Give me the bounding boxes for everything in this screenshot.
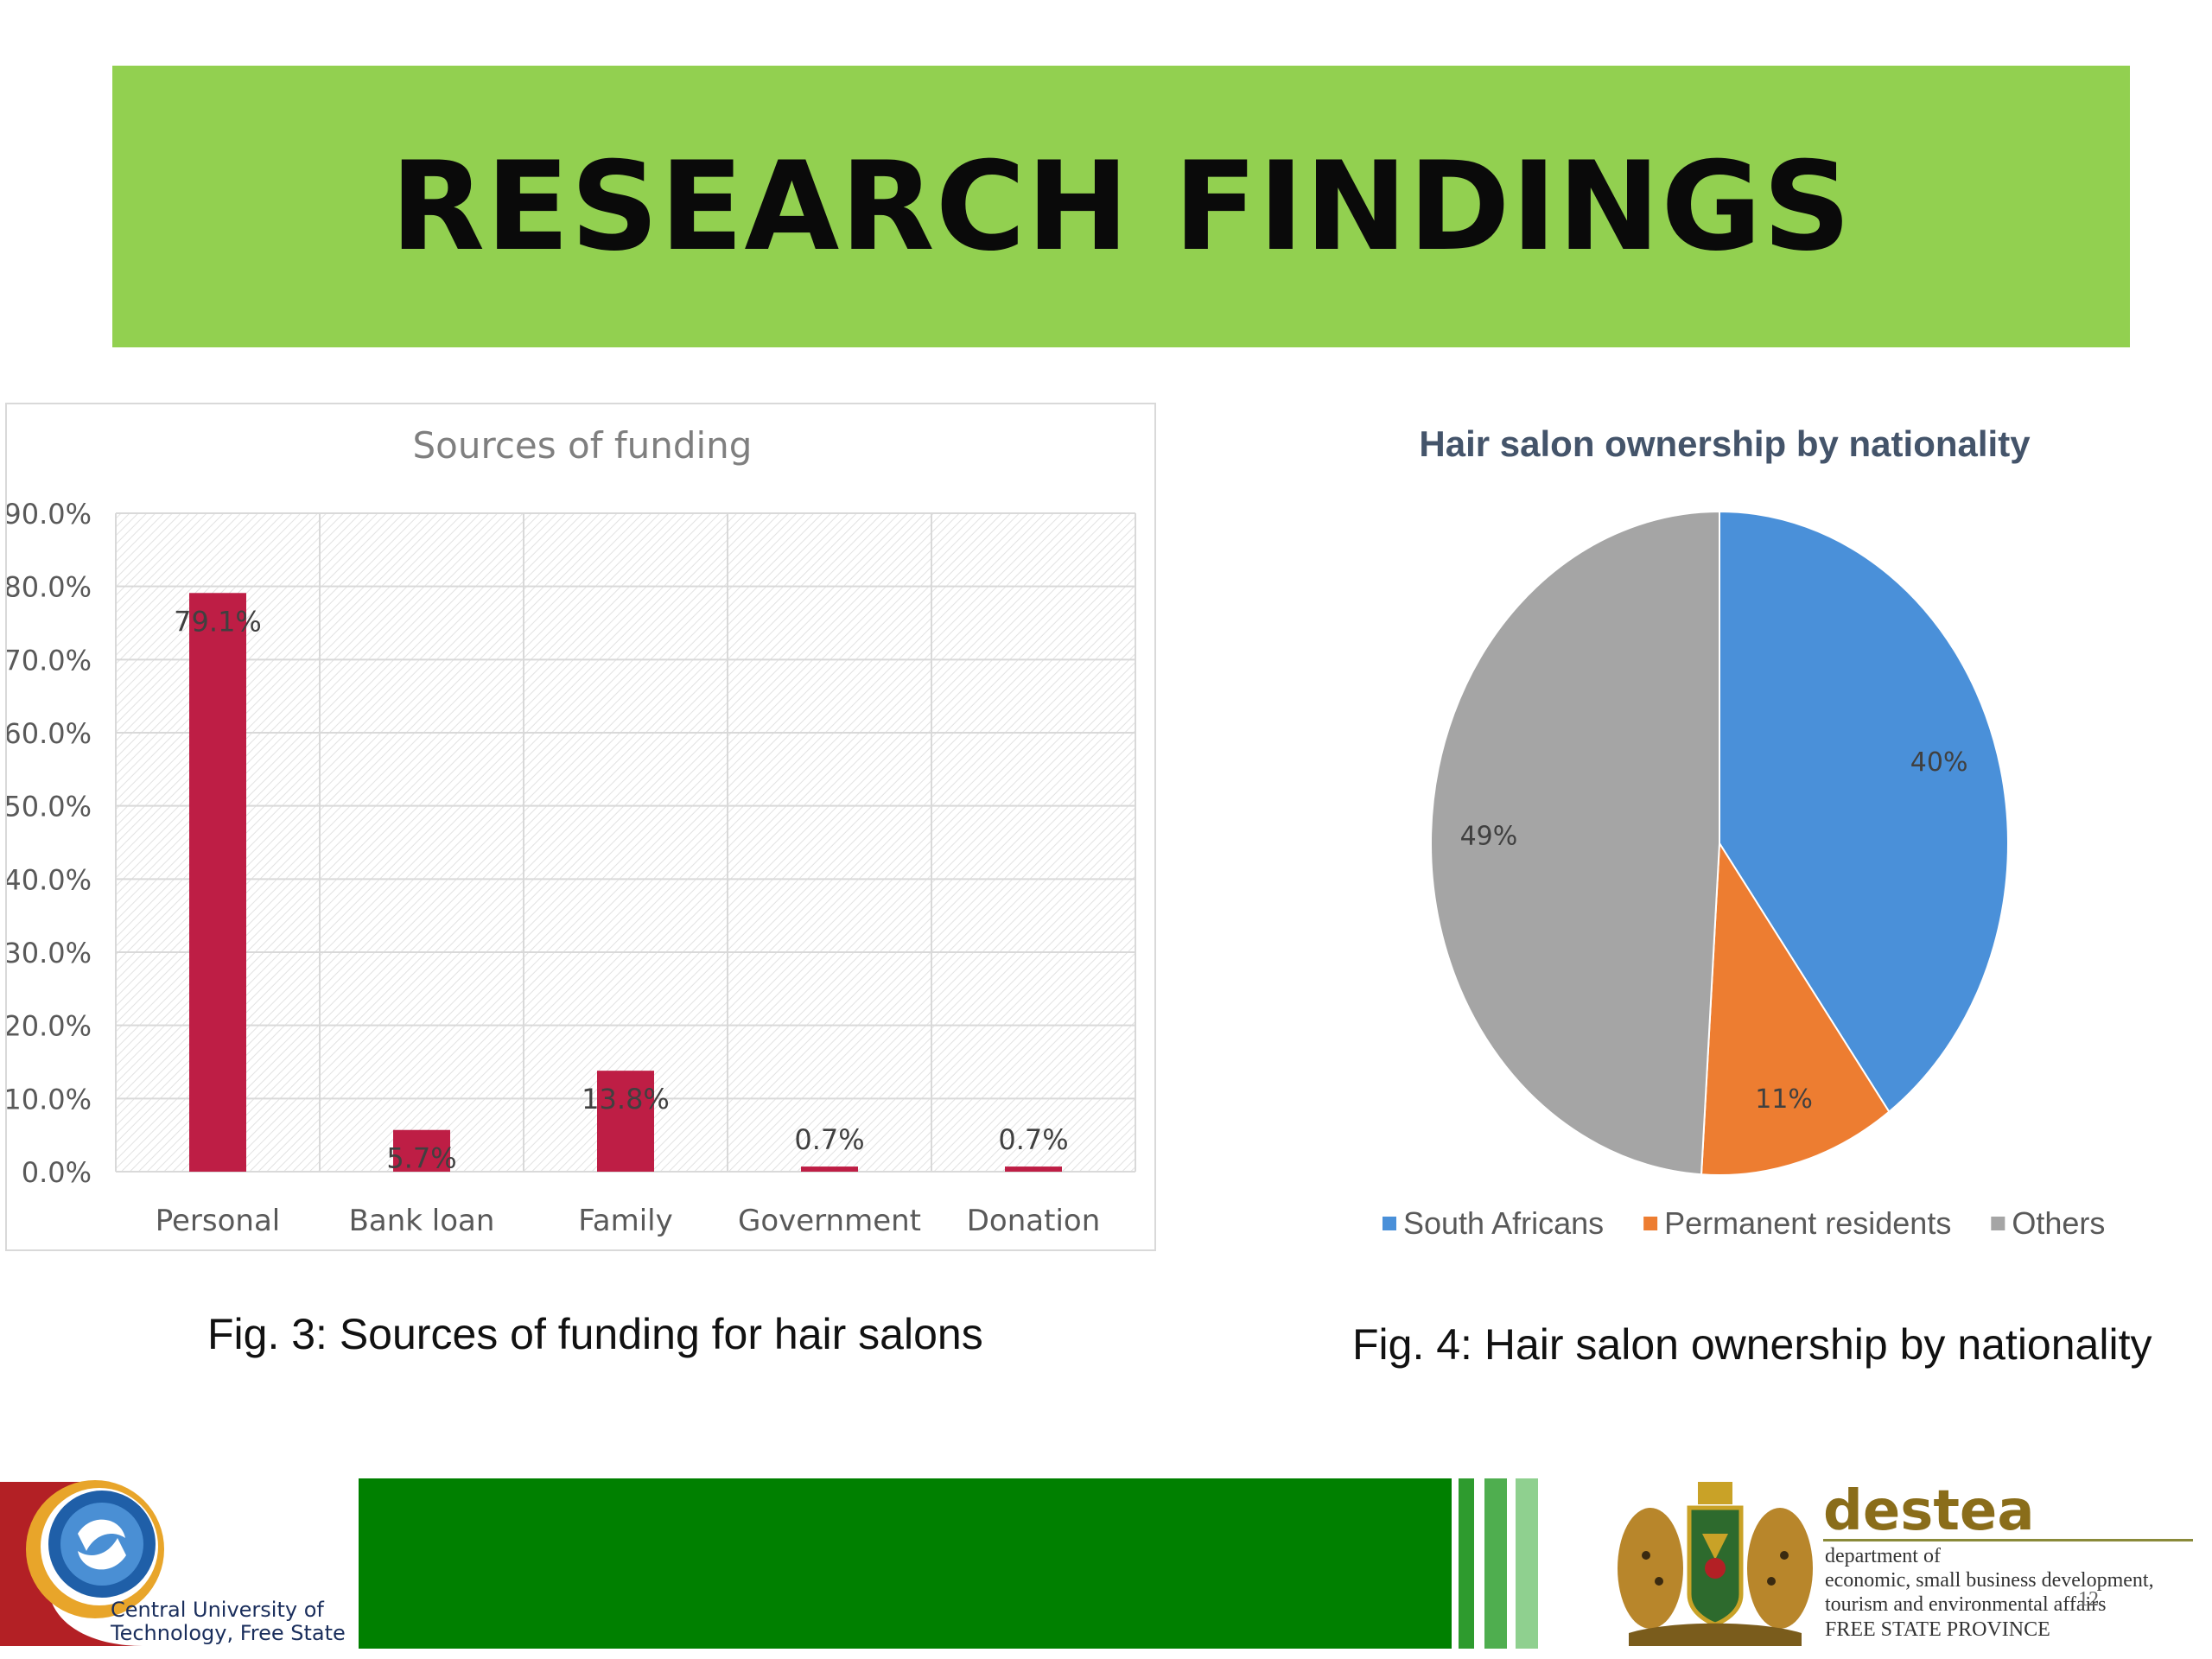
cut-logo	[0, 1480, 164, 1646]
pie-slices	[1430, 510, 2009, 1176]
pie-chart-caption: Fig. 4: Hair salon ownership by national…	[1352, 1320, 2152, 1369]
title-banner: RESEARCH FINDINGS	[112, 66, 2130, 347]
province-name: FREE STATE PROVINCE	[1825, 1618, 2050, 1641]
bar-marks	[189, 593, 1062, 1172]
legend-label: South Africans	[1403, 1205, 1604, 1241]
bar-data-label: 5.7%	[386, 1142, 456, 1175]
bar	[1005, 1166, 1062, 1172]
page-number: 12	[2078, 1588, 2099, 1611]
pie-slice	[1430, 510, 1720, 1176]
pie-chart-panel: Hair salon ownership by nationality 40% 1…	[1296, 403, 2195, 1267]
legend-swatch	[1643, 1217, 1658, 1230]
pie-chart: Hair salon ownership by nationality 40% 1…	[1382, 423, 2105, 1241]
bar-y-tick-label: 70.0%	[7, 644, 92, 677]
coat-of-arms-logo	[1618, 1482, 1813, 1646]
bar-y-tick-label: 50.0%	[7, 791, 92, 823]
pie-data-label: 11%	[1755, 1084, 1813, 1115]
bar-data-label: 79.1%	[174, 605, 262, 638]
pie-legend-entry: Permanent residents	[1643, 1205, 1951, 1241]
bar-y-tick-label: 80.0%	[7, 571, 92, 604]
legend-label: Others	[2012, 1205, 2105, 1241]
bar-y-ticks: 0.0% 10.0% 20.0% 30.0% 40.0% 50.0% 60.0% 70.0% 8…	[7, 498, 92, 1189]
pie-legend-entry: South Africans	[1382, 1205, 1604, 1241]
bar-category-labels: Personal Bank loan Family Government Donatio…	[156, 1204, 1101, 1238]
bar-category-label: Personal	[156, 1204, 281, 1238]
bar-y-tick-label: 90.0%	[7, 498, 92, 531]
bar-data-labels: 79.1% 5.7% 13.8% 0.7% 0.7%	[174, 605, 1068, 1174]
pie-legend: South Africans Permanent residents Others	[1382, 1205, 2105, 1241]
bar-data-label: 0.7%	[794, 1123, 864, 1156]
bar-chart-caption: Fig. 3: Sources of funding for hair salo…	[207, 1310, 983, 1358]
destea-name: destea	[1823, 1479, 2035, 1543]
bar-data-label: 13.8%	[582, 1083, 670, 1116]
footer-stripe	[1459, 1478, 1474, 1649]
bar-chart-panel: 0.0% 10.0% 20.0% 30.0% 40.0% 50.0% 60.0% 70.0% 8…	[5, 403, 1156, 1251]
bar-y-tick-label: 30.0%	[7, 937, 92, 969]
bar-category-label: Government	[738, 1204, 921, 1238]
bar-y-tick-label: 10.0%	[7, 1083, 92, 1116]
pie-legend-entry: Others	[1991, 1205, 2105, 1241]
pie-chart-title: Hair salon ownership by nationality	[1419, 423, 2031, 464]
bar-y-tick-label: 60.0%	[7, 717, 92, 750]
bar-category-label: Bank loan	[349, 1204, 495, 1238]
legend-swatch	[1382, 1217, 1396, 1230]
bar-data-label: 0.7%	[998, 1123, 1068, 1156]
bar-category-label: Donation	[967, 1204, 1101, 1238]
footer-green-band	[359, 1478, 1452, 1649]
pie-data-label: 49%	[1460, 821, 1518, 851]
destea-rule	[1823, 1539, 2193, 1541]
pie-slice	[1700, 840, 1891, 1176]
bar-category-label: Family	[578, 1204, 672, 1238]
bar	[597, 1071, 654, 1172]
legend-swatch	[1991, 1217, 2005, 1230]
footer-stripe	[1484, 1478, 1507, 1649]
bar-chart: 0.0% 10.0% 20.0% 30.0% 40.0% 50.0% 60.0% 70.0% 8…	[7, 424, 1136, 1238]
legend-label: Permanent residents	[1664, 1205, 1951, 1241]
footer-stripe	[1516, 1478, 1538, 1649]
bar	[189, 593, 246, 1172]
plot-area	[116, 513, 1135, 1172]
bar-y-tick-label: 0.0%	[22, 1156, 92, 1189]
bar-grid	[115, 512, 1136, 1173]
pie-data-label: 40%	[1910, 747, 1968, 778]
bar-y-tick-label: 40.0%	[7, 863, 92, 896]
pie-slice	[1719, 510, 2009, 1114]
destea-description: department of economic, small business d…	[1825, 1545, 2154, 1616]
slide-title: RESEARCH FINDINGS	[390, 135, 1853, 278]
bar	[801, 1166, 858, 1172]
bar-y-tick-label: 20.0%	[7, 1010, 92, 1043]
bar	[393, 1129, 450, 1172]
pie-data-labels: 40% 11% 49%	[1460, 747, 1968, 1115]
cut-name: Central University of Technology, Free S…	[111, 1598, 346, 1645]
bar-chart-title: Sources of funding	[413, 424, 753, 467]
